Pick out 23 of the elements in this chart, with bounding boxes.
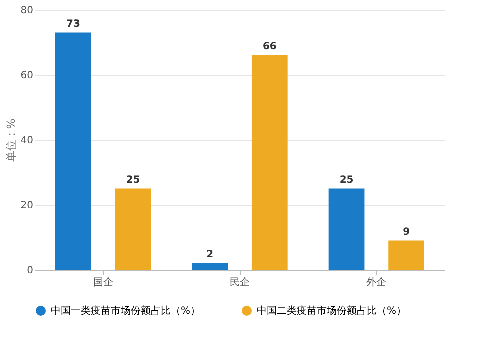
- bar: [388, 240, 424, 270]
- data-label: 25: [340, 174, 354, 186]
- y-tick-label: 60: [20, 70, 34, 82]
- y-axis-title: 单位：%: [4, 118, 18, 162]
- data-label: 9: [403, 226, 410, 238]
- bar: [328, 188, 365, 270]
- x-tick-label: 民企: [230, 276, 250, 288]
- bar: [56, 32, 92, 270]
- y-tick-label: 0: [27, 266, 34, 276]
- legend-label: 中国一类疫苗市场份额占比（%）: [51, 305, 201, 317]
- x-tick-label: 外企: [366, 276, 387, 288]
- bar: [115, 188, 152, 270]
- y-tick-label: 40: [20, 136, 34, 146]
- data-label: 25: [126, 174, 140, 186]
- legend-label: 中国二类疫苗市场份额占比（%）: [257, 305, 407, 317]
- y-tick-label: 20: [20, 200, 34, 212]
- data-label: 66: [262, 42, 277, 52]
- data-label: 2: [206, 250, 214, 260]
- data-label: 73: [66, 18, 80, 30]
- x-tick-label: 国企: [93, 276, 114, 288]
- y-tick-label: 80: [20, 6, 34, 16]
- bar: [252, 56, 288, 270]
- bar: [192, 264, 228, 270]
